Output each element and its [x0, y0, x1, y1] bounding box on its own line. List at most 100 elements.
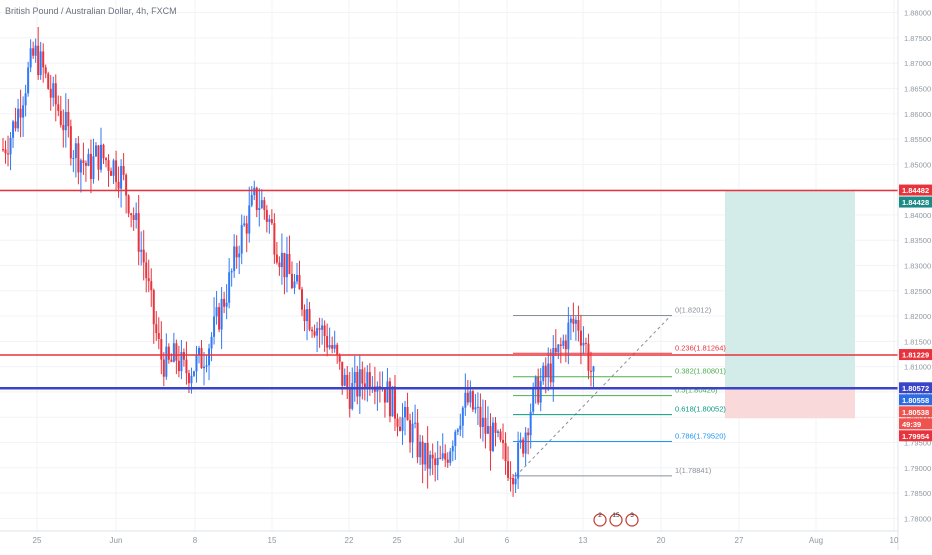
chart-title: British Pound / Australian Dollar, 4h, F… — [5, 6, 177, 16]
candle-body — [464, 392, 467, 408]
candle-body — [306, 309, 309, 322]
x-tick-label: 22 — [345, 536, 354, 545]
candle-body — [142, 249, 145, 263]
candle-body — [233, 246, 236, 272]
fib-level-label: 0.618(1.80052) — [675, 405, 726, 414]
candle-body — [255, 187, 258, 211]
candle-body — [451, 445, 454, 452]
x-tick-label: Jul — [454, 536, 464, 545]
candle-body — [74, 143, 77, 158]
candle-body — [436, 457, 439, 466]
candle-body — [404, 407, 407, 418]
candle-body — [245, 223, 248, 234]
candle-body — [147, 278, 150, 282]
candle-body — [534, 377, 537, 387]
candle-body — [59, 110, 62, 125]
candle-body — [37, 45, 40, 76]
candle-body — [238, 253, 241, 258]
price-tag-bg — [899, 196, 932, 208]
price-tag-bg — [899, 406, 932, 418]
candle-body — [150, 281, 153, 291]
candle-body — [579, 330, 582, 346]
candle-body — [258, 207, 261, 211]
candle-body — [130, 213, 133, 216]
candle-body — [132, 215, 135, 220]
candle-body — [439, 457, 442, 459]
candle-body — [474, 407, 477, 410]
y-tick-label: 1.85500 — [904, 135, 931, 144]
candle-body — [524, 432, 527, 454]
candle-body — [421, 441, 424, 465]
candle-body — [293, 281, 296, 288]
candle-body — [102, 144, 105, 159]
candle-body — [170, 359, 173, 362]
y-tick-label: 1.80000 — [904, 413, 931, 422]
y-tick-label: 1.79500 — [904, 439, 931, 448]
candle-body — [368, 372, 371, 389]
candle-body — [318, 328, 321, 330]
candle-body — [137, 213, 140, 252]
candle-body — [203, 366, 206, 369]
candle-body — [356, 371, 359, 397]
candle-body — [268, 219, 271, 222]
candle-body — [270, 219, 273, 224]
candle-body — [12, 121, 15, 138]
candle-body — [228, 272, 231, 303]
price-tag-bg — [899, 394, 932, 406]
candle-body — [552, 347, 555, 383]
target-zone — [725, 190, 855, 389]
candle-body — [97, 145, 100, 170]
candle-body — [87, 153, 90, 166]
candle-body — [260, 200, 263, 208]
x-tick-label: 8 — [193, 536, 198, 545]
x-tick-label: 6 — [505, 536, 510, 545]
x-tick-label: 27 — [735, 536, 744, 545]
candle-body — [49, 88, 52, 98]
candle-body — [215, 307, 218, 317]
price-axis: 1.780001.785001.790001.795001.800001.805… — [897, 0, 932, 550]
candle-body — [94, 145, 97, 157]
candle-body — [491, 422, 494, 451]
price-tag-bg — [899, 382, 932, 394]
candle-body — [486, 426, 489, 434]
candle-body — [34, 45, 37, 56]
fib-trend-line — [515, 315, 672, 477]
candle-body — [275, 254, 278, 263]
candle-body — [220, 298, 223, 330]
candle-body — [52, 83, 55, 98]
candle-body — [208, 348, 211, 366]
price-tag-bg — [899, 430, 932, 442]
candle-body — [416, 422, 419, 458]
candle-body — [115, 160, 118, 182]
candle-body — [383, 388, 386, 403]
candle-body — [7, 153, 10, 155]
price-tag-label: 1.80538 — [902, 408, 929, 417]
candle-body — [225, 302, 228, 307]
candle-body — [32, 48, 35, 56]
candle-body — [248, 205, 251, 234]
event-marker-icon — [625, 513, 639, 527]
candle-body — [192, 371, 195, 376]
candle-body — [441, 453, 444, 459]
candle-body — [574, 319, 577, 324]
y-tick-label: 1.79000 — [904, 464, 931, 473]
candle-body — [507, 461, 510, 478]
candle-body — [82, 160, 85, 164]
candle-body — [539, 381, 542, 403]
candle-body — [358, 369, 361, 397]
event-marker-label: 2 — [598, 512, 602, 519]
fib-level-label: 0.236(1.81264) — [675, 343, 726, 352]
candle-body — [278, 262, 281, 268]
x-tick-label: 20 — [657, 536, 666, 545]
candle-body — [110, 170, 113, 176]
candle-body — [341, 361, 344, 386]
y-tick-label: 1.81500 — [904, 337, 931, 346]
candle-body — [497, 431, 500, 433]
candle-body — [89, 153, 92, 180]
candle-body — [333, 344, 336, 349]
grid-layer — [0, 0, 898, 531]
candle-body — [187, 373, 190, 384]
candle-body — [210, 336, 213, 349]
candle-body — [77, 143, 80, 173]
